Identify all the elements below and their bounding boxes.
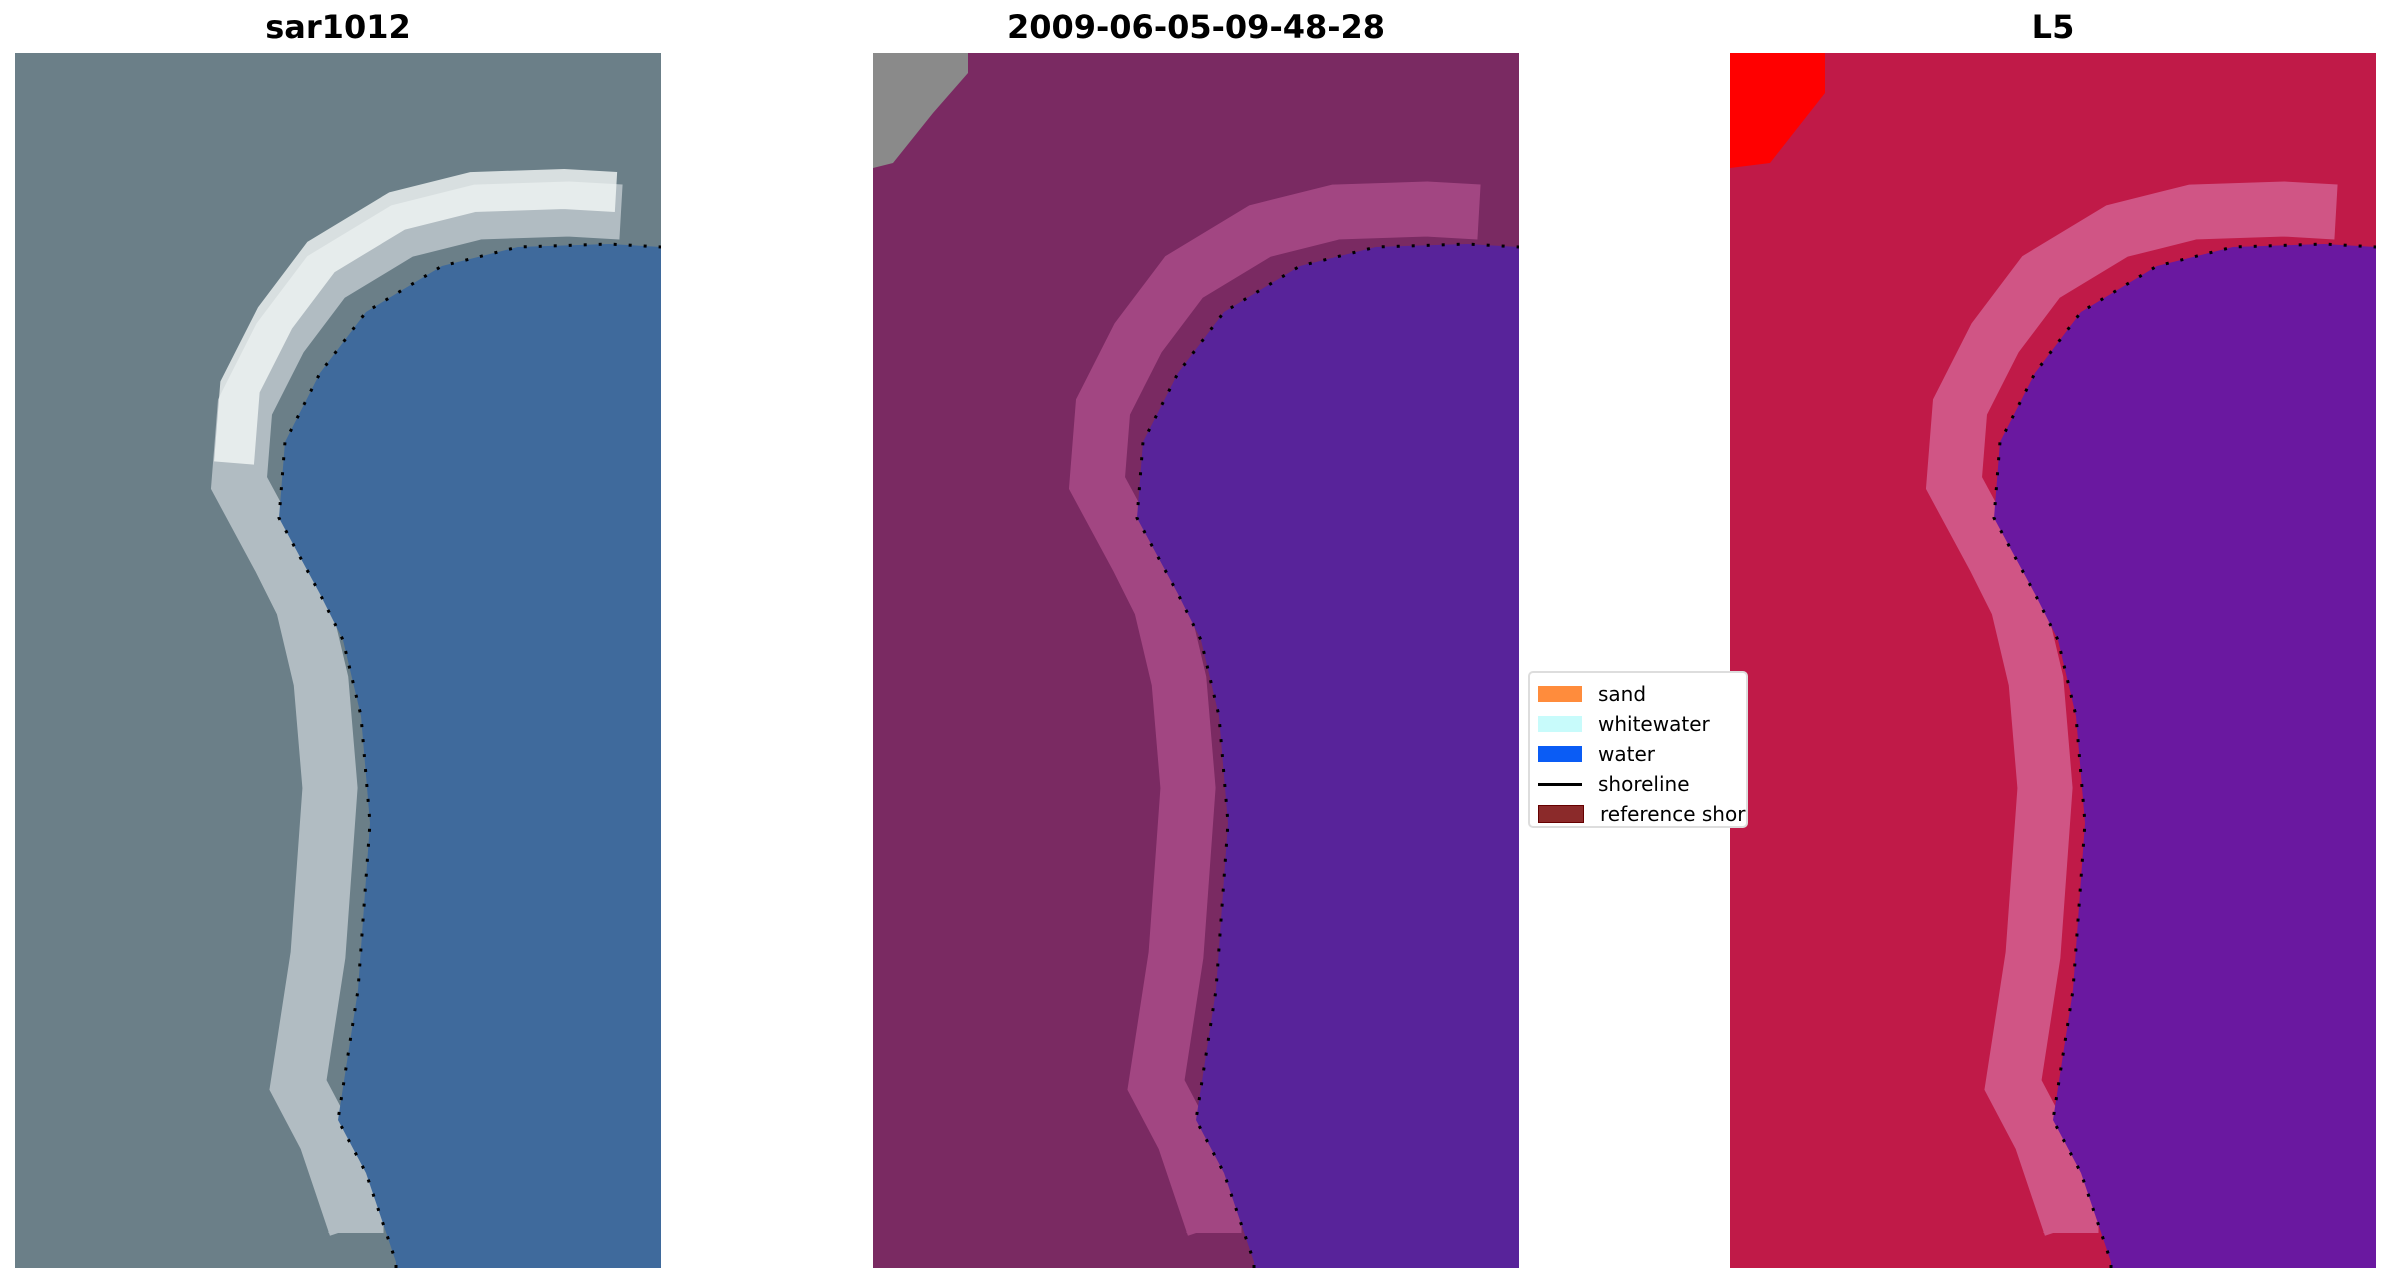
classified-image-panel	[873, 53, 1519, 1268]
beach-band	[1068, 181, 1481, 1236]
water-area	[1994, 244, 2376, 1268]
whitewater-band	[214, 168, 618, 465]
reference-shoreline-swatch	[1538, 805, 1584, 823]
beach-band	[210, 181, 623, 1236]
panel-title-date: 2009-06-05-09-48-28	[1006, 8, 1386, 46]
l5-image-panel	[1730, 53, 2376, 1268]
legend-item-water: water	[1538, 741, 1655, 767]
legend-item-reference-shoreline: reference shoreline	[1538, 801, 1746, 826]
sar-image-panel	[15, 53, 661, 1268]
red-corner	[1730, 53, 1825, 168]
panel-title-sar: sar1012	[265, 8, 411, 46]
legend-item-shoreline: shoreline	[1538, 771, 1690, 797]
detected-shoreline	[1992, 242, 2376, 1268]
sand-swatch	[1538, 686, 1582, 702]
legend-item-sand: sand	[1538, 681, 1646, 707]
water-area	[279, 244, 661, 1268]
detected-shoreline	[1135, 242, 1519, 1268]
water-area	[1137, 244, 1519, 1268]
legend-label: reference shoreline	[1600, 802, 1746, 826]
legend-label: whitewater	[1598, 712, 1710, 736]
beach-band	[1925, 181, 2338, 1236]
detected-shoreline	[277, 242, 661, 1268]
shoreline-line	[1538, 782, 1582, 786]
water-swatch	[1538, 746, 1582, 762]
legend-label: water	[1598, 742, 1655, 766]
legend-label: sand	[1598, 682, 1647, 706]
legend-item-whitewater: whitewater	[1538, 711, 1710, 737]
legend: sand whitewater water shoreline referenc…	[1528, 671, 1748, 828]
whitewater-swatch	[1538, 716, 1582, 732]
panel-title-l5: L5	[2031, 8, 2075, 46]
legend-label: shoreline	[1598, 772, 1690, 796]
nodata-corner	[873, 53, 968, 168]
